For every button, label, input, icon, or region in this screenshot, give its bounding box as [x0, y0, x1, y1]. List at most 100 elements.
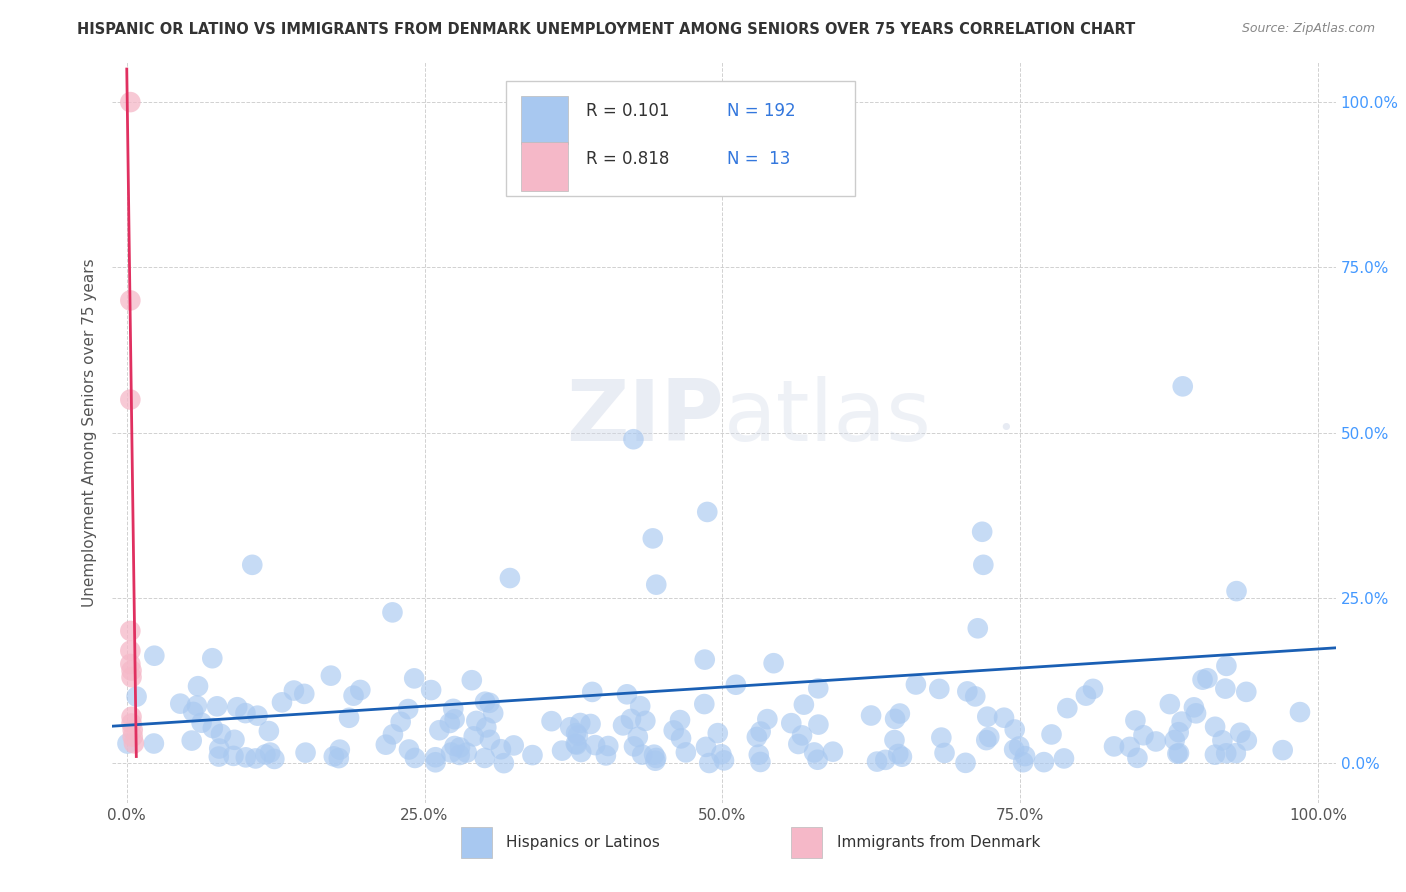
Point [579, 717, 602, 731]
Point [1032, 755, 1054, 769]
Point [560, 720, 582, 734]
Point [181, 705, 204, 719]
Point [381, 727, 404, 741]
Point [1159, 697, 1181, 711]
Point [478, 696, 501, 710]
Point [259, 746, 281, 760]
Point [449, 747, 471, 762]
Text: N = 192: N = 192 [727, 102, 796, 120]
Point [889, 706, 911, 721]
Point [972, 524, 994, 539]
Point [974, 733, 997, 747]
Point [502, 739, 524, 753]
Point [693, 652, 716, 666]
Point [1004, 723, 1026, 737]
Point [1182, 700, 1205, 714]
Point [319, 668, 342, 682]
Point [965, 690, 987, 704]
Point [956, 684, 979, 698]
Point [441, 702, 464, 716]
Point [641, 532, 664, 546]
Point [1168, 746, 1191, 760]
Point [209, 727, 232, 741]
Text: atlas: atlas [724, 376, 932, 459]
Point [928, 681, 950, 696]
Point [790, 728, 813, 742]
Point [404, 751, 426, 765]
Point [1225, 746, 1247, 760]
Point [884, 712, 907, 726]
Point [337, 711, 360, 725]
Point [143, 648, 166, 663]
Point [623, 739, 645, 754]
Point [697, 756, 720, 770]
Text: Immigrants from Denmark: Immigrants from Denmark [837, 835, 1040, 850]
Point [595, 748, 617, 763]
FancyBboxPatch shape [522, 95, 568, 144]
Point [186, 698, 208, 713]
Point [934, 746, 956, 760]
Point [1014, 749, 1036, 764]
Point [235, 706, 257, 720]
Point [883, 733, 905, 747]
Point [1081, 681, 1104, 696]
Point [1002, 742, 1025, 756]
Point [443, 739, 465, 753]
Text: ZIP: ZIP [567, 376, 724, 459]
Point [205, 699, 228, 714]
Point [787, 737, 810, 751]
Point [440, 746, 463, 760]
Point [675, 745, 697, 759]
Point [522, 748, 544, 763]
Point [807, 753, 830, 767]
Point [120, 624, 142, 638]
Point [972, 558, 994, 572]
Point [706, 726, 728, 740]
Point [1125, 714, 1147, 728]
Point [1056, 701, 1078, 715]
Point [463, 730, 485, 744]
Point [1126, 751, 1149, 765]
Point [142, 737, 165, 751]
Point [1102, 739, 1125, 754]
Point [461, 673, 484, 688]
Y-axis label: Unemployment Among Seniors over 75 years: Unemployment Among Seniors over 75 years [82, 259, 97, 607]
Point [567, 729, 589, 743]
Point [1119, 739, 1142, 754]
Point [187, 679, 209, 693]
Point [396, 702, 419, 716]
Point [226, 700, 249, 714]
Point [121, 670, 143, 684]
Point [627, 730, 650, 744]
Point [1074, 689, 1097, 703]
Point [887, 747, 910, 761]
Point [1204, 720, 1226, 734]
Point [120, 293, 142, 308]
Point [793, 698, 815, 712]
Point [271, 695, 294, 709]
Text: R = 0.101: R = 0.101 [586, 102, 669, 120]
Point [246, 708, 269, 723]
Point [966, 621, 988, 635]
Point [120, 95, 142, 109]
Point [478, 732, 501, 747]
Point [669, 731, 692, 746]
Point [1170, 714, 1192, 729]
Point [565, 738, 588, 752]
Point [263, 752, 285, 766]
Point [643, 747, 665, 762]
Point [122, 736, 145, 750]
Point [121, 664, 143, 678]
Point [564, 737, 586, 751]
Point [1012, 755, 1035, 769]
Point [569, 745, 592, 759]
FancyBboxPatch shape [522, 143, 568, 191]
Point [1289, 705, 1312, 719]
Text: R = 0.818: R = 0.818 [586, 150, 669, 168]
Point [1132, 728, 1154, 742]
Point [904, 677, 927, 691]
Point [612, 718, 634, 732]
Point [581, 685, 603, 699]
Point [645, 751, 668, 765]
Text: N =  13: N = 13 [727, 150, 790, 168]
